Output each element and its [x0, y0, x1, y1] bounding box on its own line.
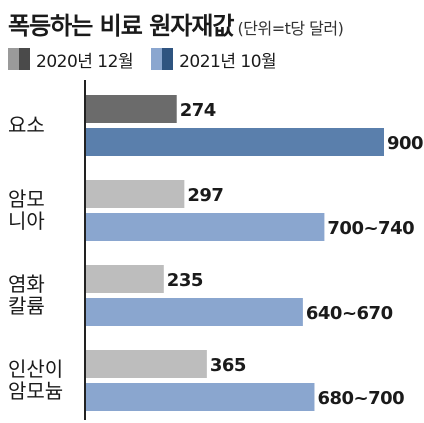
legend-label-2020: 2020년 12월: [36, 51, 134, 72]
legend-swatch-2021: [151, 48, 174, 70]
data-label: 700~740: [327, 218, 414, 239]
title-row: 폭등하는 비료 원자재값 (단위=t당 달러): [8, 6, 344, 40]
bar-2020: [86, 350, 207, 378]
bar-2020: [86, 180, 185, 208]
legend-item-2020: 2020년 12월: [8, 47, 134, 72]
category-label: 인산이: [8, 357, 63, 381]
category-label: 요소: [8, 113, 45, 137]
legend-swatch-2020: [8, 48, 30, 70]
bar-2021: [86, 383, 315, 411]
legend-swatch-2021-accent: [162, 48, 174, 70]
bar-2020: [86, 95, 177, 123]
bar-2020: [86, 265, 164, 293]
category-label: 암모: [8, 187, 45, 211]
bar-2021: [86, 128, 384, 156]
data-label: 235: [167, 270, 203, 291]
legend-item-2021: 2021년 10월: [151, 47, 277, 72]
legend-label-2021: 2021년 10월: [179, 51, 277, 72]
category-label: 칼륨: [8, 294, 45, 318]
data-label: 640~670: [306, 303, 393, 324]
data-label: 365: [210, 355, 246, 376]
data-label: 297: [187, 185, 223, 206]
data-label: 900: [387, 133, 423, 154]
chart-subtitle: (단위=t당 달러): [237, 19, 344, 38]
chart-title: 폭등하는 비료 원자재값: [8, 12, 235, 40]
data-label: 274: [180, 100, 216, 121]
legend: 2020년 12월 2021년 10월: [8, 46, 294, 72]
data-label: 680~700: [317, 388, 404, 409]
bar-2021: [86, 298, 303, 326]
category-label: 니아: [8, 209, 45, 233]
category-label: 암모늄: [8, 379, 63, 403]
category-label: 염화: [8, 272, 45, 296]
legend-swatch-2020-accent: [19, 48, 30, 70]
bar-2021: [86, 213, 325, 241]
